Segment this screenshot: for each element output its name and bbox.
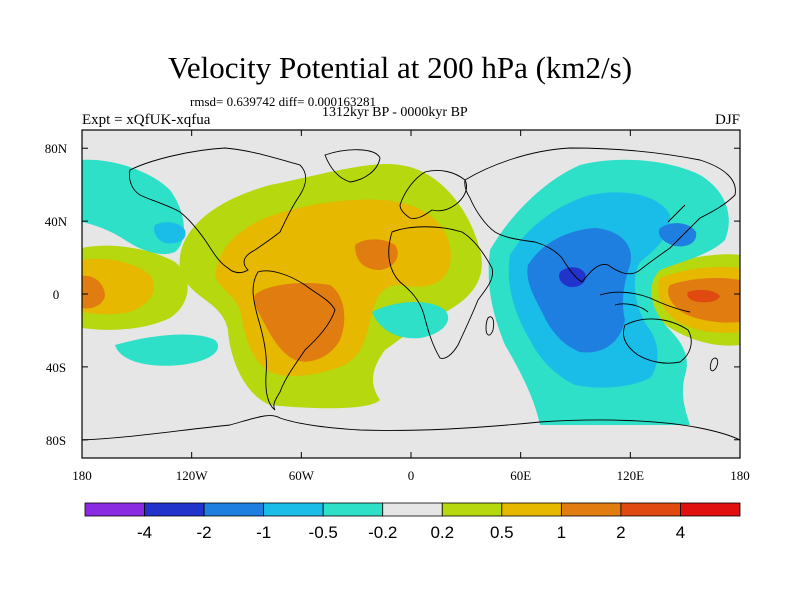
colorbar-swatch <box>441 502 503 517</box>
colorbar-label: 1 <box>557 523 566 542</box>
lon-tick-label: 0 <box>408 468 415 483</box>
colorbar-swatch <box>203 502 265 517</box>
season-label: DJF <box>714 112 740 128</box>
contour-positive-2-pacific-east <box>687 289 720 303</box>
lat-tick-label: 40S <box>46 360 66 375</box>
lat-tick-label: 80N <box>45 141 68 156</box>
latitude-axis: 80N 40N 0 40S 80S <box>45 141 740 448</box>
contour-field <box>82 130 740 458</box>
coastline-japan <box>667 204 686 223</box>
lon-tick-label: 60W <box>289 468 315 483</box>
coastline-antarctica <box>82 415 740 441</box>
stats-text: rmsd= 0.639742 diff= 0.000163281 <box>190 94 376 109</box>
contour-negative-1-east-china <box>658 223 697 247</box>
contour-negative-band-south-atlantic <box>372 301 449 339</box>
lat-tick-label: 0 <box>53 287 60 302</box>
coastline-australia <box>623 318 692 364</box>
colorbar-label: 0.2 <box>430 523 454 542</box>
coastline-south-america <box>252 270 336 411</box>
contour-negative-2-indian <box>559 267 586 288</box>
lon-tick-label: 120W <box>176 468 209 483</box>
coastline-madagascar <box>485 316 495 336</box>
contour-negative-0.5-north-pacific <box>154 222 186 244</box>
colorbar-swatch <box>322 502 384 517</box>
contour-positive-1-sahara <box>355 239 398 270</box>
contour-negative-0.2-south-pacific <box>115 334 219 366</box>
coastline-africa <box>388 226 493 359</box>
colorbar-label: 0.5 <box>490 523 514 542</box>
colorbar-label: -0.5 <box>309 523 338 542</box>
longitude-axis: 180 120W 60W 0 60E 120E 180 <box>72 130 750 483</box>
coastline-indonesia <box>599 291 691 313</box>
colorbar-label: 2 <box>616 523 625 542</box>
colorbar-swatch <box>144 502 205 517</box>
map-title: Velocity Potential at 200 hPa (km2/s) <box>167 50 633 85</box>
colorbar-swatch <box>560 502 622 517</box>
lon-tick-label: 60E <box>510 468 531 483</box>
colorbar: -4 -2 -1 -0.5 -0.2 0.2 0.5 1 2 4 <box>84 502 741 542</box>
colorbar-swatch <box>680 502 741 517</box>
colorbar-swatch <box>382 502 443 517</box>
coastline-asia <box>464 147 736 283</box>
contour-positive-1-brazil <box>253 283 345 362</box>
colorbar-swatch <box>501 502 562 517</box>
colorbar-label: 4 <box>676 523 685 542</box>
colorbar-label: -4 <box>137 523 152 542</box>
lon-tick-label: 180 <box>72 468 92 483</box>
contour-positive-1-pacific-west <box>82 275 105 309</box>
colorbar-swatch <box>84 502 145 517</box>
contour-negative-1-indian <box>527 228 631 353</box>
colorbar-swatch <box>620 502 681 517</box>
coastlines <box>82 147 740 441</box>
colorbar-label: -0.2 <box>368 523 397 542</box>
colorbar-label: -1 <box>256 523 271 542</box>
coastline-new-zealand <box>709 357 719 372</box>
coastline-europe <box>399 169 467 219</box>
colorbar-swatch <box>263 502 324 517</box>
period-text: 1312kyr BP - 0000kyr BP <box>322 105 468 120</box>
colorbar-label: -2 <box>197 523 212 542</box>
lon-tick-label: 120E <box>617 468 645 483</box>
lon-tick-label: 180 <box>730 468 750 483</box>
lat-tick-label: 40N <box>45 214 68 229</box>
experiment-label: Expt = xQfUK-xqfua <box>82 112 211 128</box>
lat-tick-label: 80S <box>46 433 66 448</box>
coastline-greenland <box>324 149 381 183</box>
coastline-north-america <box>129 147 307 274</box>
